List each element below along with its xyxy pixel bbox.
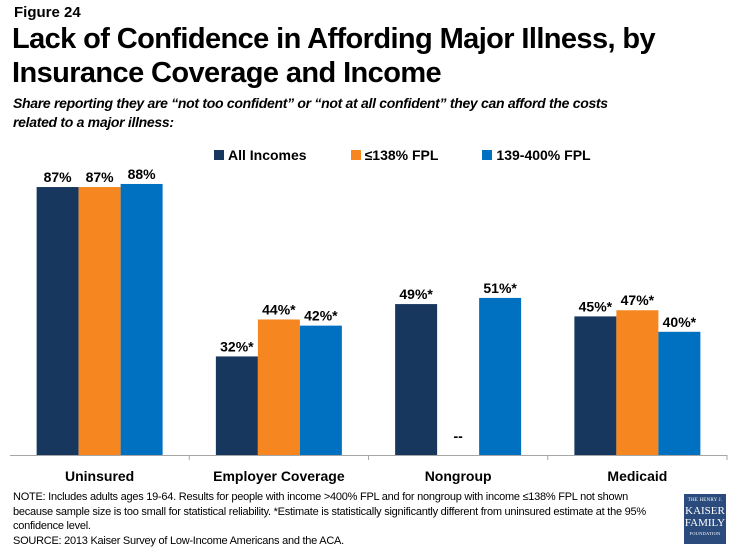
data-label: 51%* (483, 280, 517, 296)
logo-line: KAISER (685, 505, 725, 517)
legend-swatch (482, 150, 493, 160)
bar (215, 356, 258, 455)
bar (479, 297, 522, 455)
category-label: Employer Coverage (213, 468, 345, 484)
category-label: Nongroup (425, 468, 492, 484)
chart-subtitle: Share reporting they are “not too confid… (13, 95, 608, 130)
category-label: Medicaid (607, 468, 667, 484)
notes: NOTE: Includes adults ages 19-64. Result… (13, 490, 663, 548)
chart-title: Lack of Confidence in Affording Major Il… (12, 23, 656, 89)
bar (120, 183, 163, 455)
legend: All Incomes ≤138% FPL 139-400% FPL (214, 147, 635, 163)
legend-item-139-400-fpl: 139-400% FPL (482, 147, 591, 163)
data-label: 32%* (220, 338, 254, 354)
data-label: 42%* (304, 308, 338, 324)
bar (395, 304, 438, 455)
bar (574, 316, 617, 455)
data-label: 45%* (579, 298, 613, 314)
legend-item-all-incomes: All Incomes (214, 147, 307, 163)
bar (299, 325, 342, 455)
logo-line: THE HENRY J. (687, 498, 723, 503)
legend-swatch (214, 150, 224, 160)
data-label: 44%* (262, 301, 296, 317)
legend-swatch (350, 150, 361, 160)
bar (616, 310, 659, 455)
bar (78, 187, 121, 456)
legend-item-138-fpl: ≤138% FPL (350, 147, 439, 163)
bar (658, 331, 701, 455)
legend-label: All Incomes (228, 147, 307, 163)
figure-label: Figure 24 (14, 4, 81, 21)
kff-logo: THE HENRY J. KAISER FAMILY FOUNDATION (684, 494, 726, 544)
data-label: 40%* (663, 314, 697, 330)
data-label: 87% (44, 169, 73, 185)
category-label: Uninsured (65, 468, 134, 484)
data-label: 49%* (399, 286, 433, 302)
data-label: -- (453, 428, 463, 444)
logo-line: FAMILY (684, 517, 726, 529)
data-label: 47%* (621, 292, 655, 308)
bar (257, 319, 300, 455)
data-label: 88% (128, 166, 157, 182)
note-text: NOTE: Includes adults ages 19-64. Result… (13, 491, 646, 532)
legend-label: ≤138% FPL (364, 147, 439, 163)
data-label: 87% (86, 169, 115, 185)
logo-line: FOUNDATION (689, 531, 721, 536)
bar (36, 187, 79, 456)
source-text: SOURCE: 2013 Kaiser Survey of Low-Income… (13, 534, 344, 547)
legend-label: 139-400% FPL (496, 147, 591, 163)
